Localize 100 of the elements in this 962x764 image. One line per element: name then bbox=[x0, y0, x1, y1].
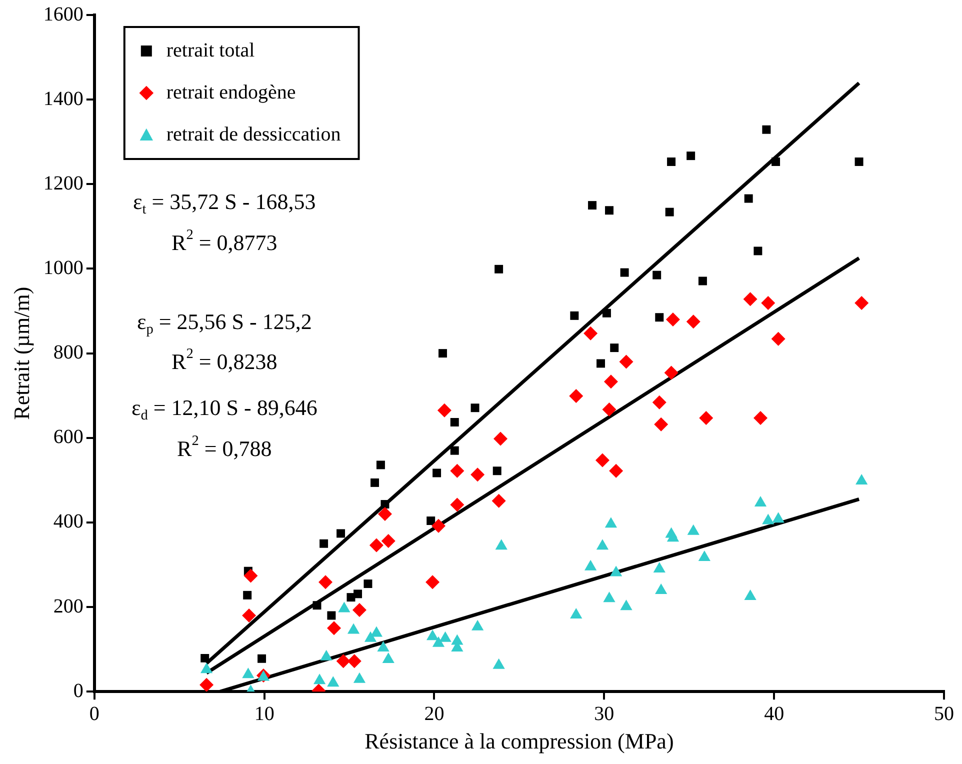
point bbox=[450, 498, 464, 512]
point bbox=[610, 344, 619, 352]
point bbox=[495, 539, 508, 550]
point bbox=[318, 575, 332, 590]
x-tick-label: 50 bbox=[934, 702, 954, 725]
point bbox=[353, 672, 366, 683]
point bbox=[336, 529, 346, 538]
y-tick-label: 1400 bbox=[43, 88, 84, 110]
point bbox=[472, 620, 484, 630]
point bbox=[338, 602, 350, 612]
x-tick-label: 0 bbox=[89, 702, 100, 725]
point bbox=[595, 453, 610, 468]
point bbox=[327, 676, 340, 687]
point bbox=[653, 562, 666, 572]
point bbox=[584, 560, 597, 570]
point bbox=[698, 550, 710, 562]
point bbox=[610, 566, 622, 576]
point bbox=[492, 658, 505, 669]
point bbox=[686, 152, 696, 160]
point bbox=[754, 496, 767, 506]
legend-label: retrait de dessiccation bbox=[166, 123, 341, 146]
point bbox=[492, 494, 506, 508]
point bbox=[376, 460, 385, 470]
point bbox=[450, 418, 459, 426]
point bbox=[664, 366, 678, 380]
point bbox=[242, 668, 254, 678]
point bbox=[856, 474, 868, 485]
point bbox=[426, 630, 439, 640]
point bbox=[655, 313, 664, 322]
point bbox=[762, 514, 774, 524]
y-tick-label: 1200 bbox=[43, 172, 84, 194]
point bbox=[470, 404, 480, 412]
point bbox=[596, 359, 606, 368]
point bbox=[313, 674, 326, 684]
point bbox=[584, 326, 598, 340]
point bbox=[426, 575, 440, 590]
point bbox=[665, 208, 674, 216]
point bbox=[494, 264, 504, 274]
point bbox=[753, 411, 768, 425]
point bbox=[588, 201, 597, 210]
point bbox=[364, 631, 377, 642]
point bbox=[698, 276, 707, 286]
point bbox=[320, 539, 328, 548]
point bbox=[604, 517, 618, 528]
point bbox=[744, 194, 753, 203]
point bbox=[771, 332, 786, 346]
point bbox=[431, 518, 446, 533]
point bbox=[258, 654, 266, 663]
point bbox=[605, 206, 614, 215]
point bbox=[570, 608, 582, 619]
point bbox=[619, 354, 634, 369]
point bbox=[382, 652, 394, 663]
point bbox=[327, 611, 336, 620]
point bbox=[854, 296, 869, 310]
y-tick-label: 1000 bbox=[43, 256, 84, 279]
point bbox=[380, 500, 390, 509]
point bbox=[620, 600, 632, 610]
point bbox=[620, 268, 629, 277]
point bbox=[772, 157, 780, 166]
point bbox=[604, 374, 618, 389]
y-tick-label: 1600 bbox=[43, 3, 84, 26]
point bbox=[347, 623, 360, 634]
point bbox=[439, 631, 452, 642]
point bbox=[312, 601, 322, 610]
x-tick-label: 10 bbox=[254, 702, 274, 725]
point bbox=[243, 590, 252, 600]
y-tick-label: 600 bbox=[53, 426, 84, 448]
point bbox=[200, 662, 213, 674]
point bbox=[437, 403, 452, 418]
point bbox=[494, 432, 508, 446]
point bbox=[762, 125, 771, 134]
point bbox=[744, 589, 756, 600]
point bbox=[470, 468, 485, 482]
y-tick-label: 400 bbox=[53, 510, 84, 533]
point bbox=[492, 466, 502, 476]
point bbox=[326, 621, 341, 636]
point bbox=[450, 446, 459, 455]
point bbox=[450, 464, 464, 478]
point bbox=[667, 157, 676, 166]
point bbox=[432, 636, 445, 647]
legend-label: retrait endogène bbox=[166, 81, 296, 104]
y-tick-label: 800 bbox=[53, 342, 84, 364]
point bbox=[336, 654, 350, 668]
point bbox=[364, 580, 372, 588]
legend-label: retrait total bbox=[166, 39, 256, 62]
point bbox=[761, 296, 776, 310]
point bbox=[652, 395, 666, 410]
point bbox=[772, 512, 784, 523]
point bbox=[596, 539, 609, 550]
point bbox=[347, 654, 362, 668]
point bbox=[354, 590, 362, 598]
point bbox=[370, 478, 380, 487]
point bbox=[609, 464, 624, 478]
point bbox=[381, 534, 396, 548]
point bbox=[666, 312, 680, 326]
point bbox=[200, 654, 210, 662]
x-tick-label: 30 bbox=[594, 702, 614, 725]
x-tick-label: 20 bbox=[424, 702, 444, 725]
point bbox=[603, 592, 616, 602]
point bbox=[687, 524, 700, 535]
